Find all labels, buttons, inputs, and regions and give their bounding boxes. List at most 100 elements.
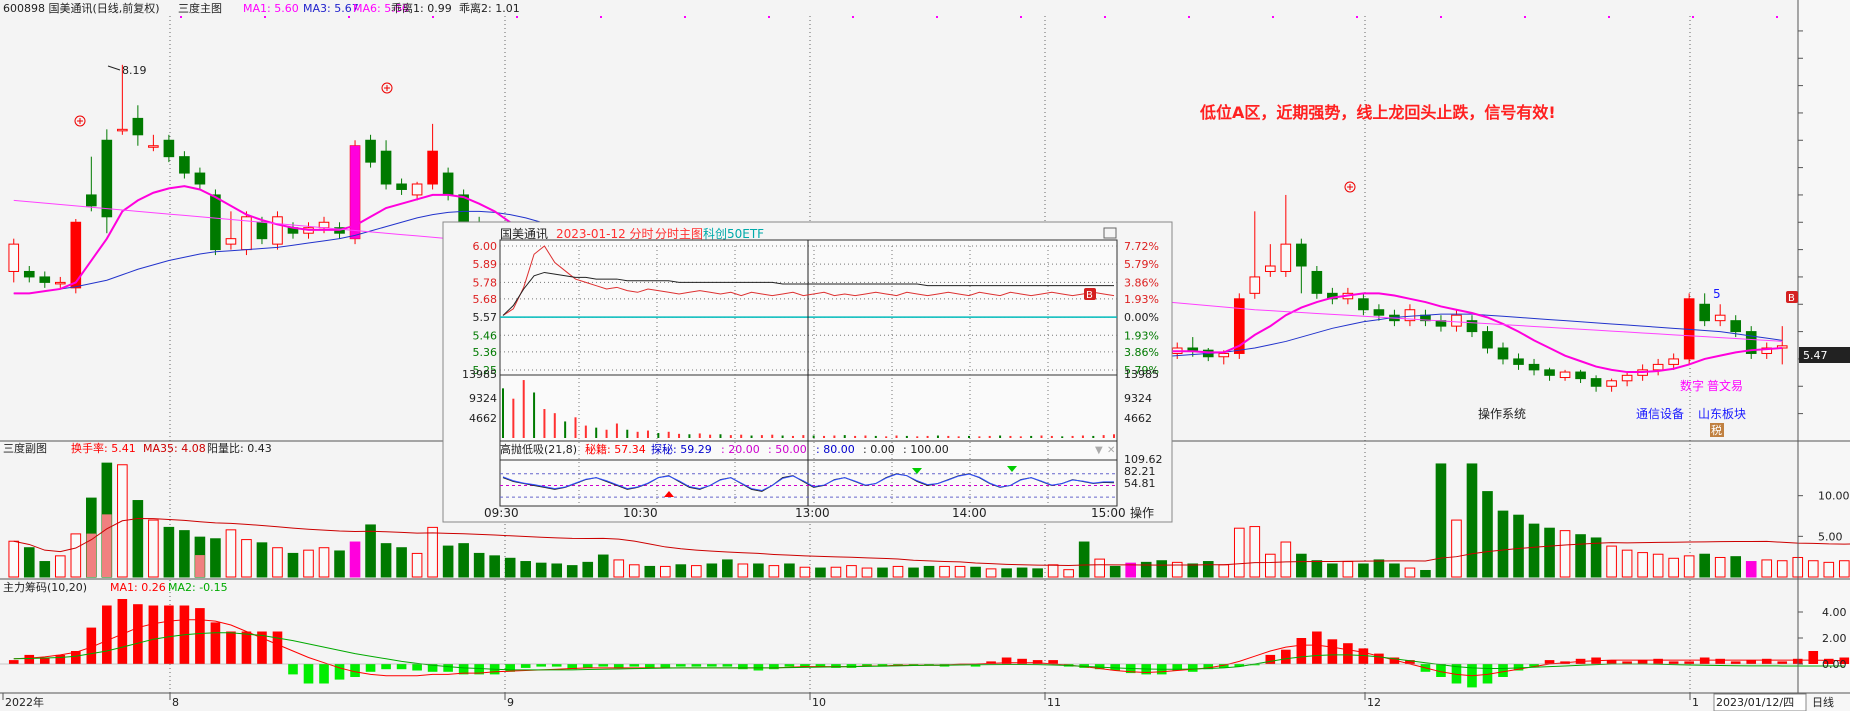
chip-bar[interactable]: [1203, 664, 1214, 670]
turnover-bar[interactable]: [8, 540, 20, 578]
turnover-bar[interactable]: [1373, 559, 1385, 578]
chip-bar[interactable]: [1606, 660, 1617, 664]
candle-body[interactable]: [1265, 265, 1276, 272]
chip-bar[interactable]: [877, 664, 888, 667]
chip-bar[interactable]: [396, 664, 407, 670]
chip-bar[interactable]: [644, 664, 655, 668]
turnover-bar[interactable]: [1187, 563, 1199, 578]
turnover-bar[interactable]: [923, 565, 935, 578]
turnover-bar[interactable]: [489, 555, 500, 578]
turnover-bar[interactable]: [148, 519, 159, 578]
chip-bar[interactable]: [1327, 639, 1338, 664]
chip-bar[interactable]: [1048, 660, 1058, 664]
chip-bar[interactable]: [1715, 658, 1726, 664]
chip-bar[interactable]: [1389, 657, 1400, 665]
turnover-bar[interactable]: [566, 565, 578, 578]
turnover-bar[interactable]: [1140, 561, 1152, 578]
candle-body[interactable]: [132, 117, 144, 136]
chip-bar[interactable]: [55, 654, 66, 664]
chip-bar[interactable]: [24, 654, 35, 664]
turnover-bar[interactable]: [179, 530, 190, 578]
chip-bar[interactable]: [1094, 664, 1105, 670]
turnover-bar[interactable]: [535, 562, 547, 578]
turnover-bar[interactable]: [722, 559, 733, 578]
turnover-bar[interactable]: [768, 565, 780, 578]
chip-bar[interactable]: [133, 604, 143, 664]
turnover-bar[interactable]: [939, 565, 950, 578]
turnover-bar[interactable]: [1637, 552, 1648, 578]
chip-bar[interactable]: [707, 664, 717, 667]
turnover-bar[interactable]: [39, 561, 51, 578]
candle-body[interactable]: [1373, 309, 1385, 316]
candle-body[interactable]: [1233, 298, 1245, 354]
turnover-bar[interactable]: [473, 552, 485, 578]
chip-bar[interactable]: [241, 631, 252, 665]
popup-corner-label[interactable]: 操作: [1130, 505, 1154, 520]
chip-bar[interactable]: [1498, 664, 1508, 677]
chip-bar[interactable]: [1668, 661, 1679, 664]
chip-bar[interactable]: [1374, 653, 1384, 664]
turnover-bar[interactable]: [784, 563, 795, 578]
tax-badge-bg[interactable]: [1710, 423, 1724, 437]
turnover-bar[interactable]: [737, 563, 749, 578]
chip-bar[interactable]: [1343, 643, 1353, 664]
turnover-bar[interactable]: [1621, 549, 1633, 578]
turnover-bar[interactable]: [287, 552, 299, 578]
candle-body[interactable]: [1528, 363, 1540, 371]
turnover-bar[interactable]: [970, 566, 981, 578]
candle-body[interactable]: [1652, 363, 1664, 371]
turnover-bar[interactable]: [1047, 564, 1059, 578]
chip-bar[interactable]: [148, 605, 159, 665]
turnover-bar[interactable]: [628, 564, 640, 578]
turnover-bar[interactable]: [1761, 559, 1773, 578]
popup-osc-close-icon[interactable]: ✕: [1107, 445, 1115, 456]
chip-bar[interactable]: [1312, 631, 1322, 665]
popup-restore-icon[interactable]: [1103, 227, 1117, 239]
intraday-popup[interactable]: B 国美通讯 2023-01-12 分时 分时主图 科创50ETF 6.00 5.…: [442, 221, 1173, 523]
candle-body[interactable]: [1296, 243, 1307, 267]
chip-bar[interactable]: [1513, 664, 1524, 671]
turnover-bar[interactable]: [1016, 567, 1028, 578]
candle-body[interactable]: [1621, 374, 1633, 382]
chip-bar[interactable]: [1017, 658, 1027, 664]
signal-candle[interactable]: [350, 145, 360, 239]
chip-bar[interactable]: [272, 631, 283, 665]
chip-bar[interactable]: [427, 664, 438, 672]
chip-bar[interactable]: [738, 664, 748, 670]
candle-body[interactable]: [272, 216, 283, 245]
sub1-title[interactable]: 三度副图: [3, 441, 47, 455]
chip-bar[interactable]: [288, 664, 298, 675]
turnover-bar[interactable]: [830, 566, 842, 578]
turnover-bar[interactable]: [1280, 541, 1292, 578]
turnover-bar[interactable]: [1327, 563, 1338, 578]
turnover-bar[interactable]: [659, 565, 671, 578]
chip-bar[interactable]: [505, 664, 515, 672]
turnover-bar[interactable]: [1435, 463, 1447, 578]
chip-bar[interactable]: [831, 664, 841, 668]
chip-bar[interactable]: [1622, 661, 1632, 664]
turnover-bar[interactable]: [1590, 537, 1602, 578]
sector-label-telecom[interactable]: 通信设备: [1636, 407, 1684, 421]
chip-bar[interactable]: [350, 664, 360, 677]
chip-bar[interactable]: [520, 664, 531, 668]
main-indicator-name[interactable]: 三度主图: [178, 1, 222, 15]
chip-bar[interactable]: [226, 631, 236, 665]
turnover-bar[interactable]: [1125, 562, 1137, 578]
candle-body[interactable]: [256, 221, 268, 240]
turnover-bar[interactable]: [396, 547, 407, 578]
chip-bar[interactable]: [1436, 664, 1446, 677]
turnover-bar[interactable]: [1513, 514, 1524, 578]
chip-bar[interactable]: [676, 664, 686, 667]
chip-bar[interactable]: [458, 664, 469, 675]
candle-body[interactable]: [241, 216, 252, 251]
b-marker[interactable]: B: [1788, 293, 1795, 304]
chip-bar[interactable]: [1249, 664, 1260, 666]
popup-osc-dropdown-icon[interactable]: ▼: [1095, 445, 1103, 456]
turnover-bar[interactable]: [458, 543, 469, 578]
turnover-bar[interactable]: [1497, 510, 1509, 578]
turnover-bar[interactable]: [1342, 561, 1354, 578]
candle-body[interactable]: [1497, 347, 1509, 360]
candle-body[interactable]: [1451, 314, 1462, 327]
chip-bar[interactable]: [1451, 664, 1462, 684]
